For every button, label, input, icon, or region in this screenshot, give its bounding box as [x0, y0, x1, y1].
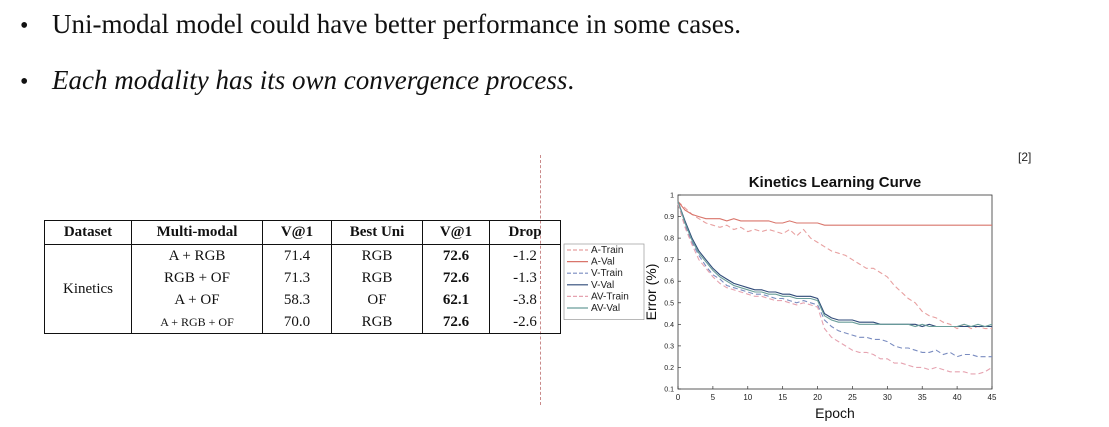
series-line-a-val — [677, 201, 992, 226]
v1-uni-cell: 72.6 — [422, 311, 490, 334]
legend-label: V-Val — [591, 280, 614, 291]
y-tick-label: 0.3 — [664, 343, 674, 350]
bullet-text-2: Each modality has its own convergence pr… — [52, 65, 568, 95]
citation-reference: [2] — [1018, 150, 1032, 164]
multi-modal-cell: A + RGB + OF — [131, 311, 263, 334]
x-tick-label: 5 — [711, 393, 716, 402]
legend-label: AV-Train — [591, 291, 629, 302]
table-row: RGB + OF 71.3 RGB 72.6 -1.3 — [45, 267, 561, 289]
series-line-av-val — [677, 201, 993, 328]
y-tick-label: 0.9 — [664, 214, 674, 221]
bullet-item-1: • Uni-modal model could have better perf… — [20, 8, 741, 42]
drop-cell: -1.3 — [489, 267, 561, 289]
table-row: A + RGB + OF 70.0 RGB 72.6 -2.6 — [45, 311, 561, 334]
x-tick-label: 40 — [953, 393, 962, 402]
chart-title: Kinetics Learning Curve — [749, 174, 922, 191]
legend-label: A-Train — [591, 245, 623, 256]
legend-label: A-Val — [591, 257, 615, 268]
table-row: A + OF 58.3 OF 62.1 -3.8 — [45, 289, 561, 311]
header-drop: Drop — [489, 220, 561, 245]
x-axis-label: Epoch — [815, 405, 855, 421]
legend-label: V-Train — [591, 268, 623, 279]
best-uni-cell: RGB — [331, 267, 423, 289]
drop-cell: -1.2 — [489, 244, 561, 267]
learning-curve-chart: Kinetics Learning Curve Error (%) Epoch … — [563, 174, 997, 421]
bullet-period: . — [567, 65, 575, 95]
v1-uni-cell: 62.1 — [422, 289, 490, 311]
y-tick-label: 1 — [670, 193, 674, 200]
v1-multi-cell: 58.3 — [262, 289, 332, 311]
y-tick-label: 0.8 — [664, 236, 674, 243]
x-tick-label: 0 — [676, 393, 681, 402]
y-axis-label: Error (%) — [643, 264, 659, 321]
y-tick-label: 0.7 — [664, 257, 674, 264]
bullet-text-1: Uni-modal model could have better perfor… — [52, 9, 742, 39]
drop-cell: -3.8 — [489, 289, 561, 311]
y-tick-label: 0.4 — [664, 322, 674, 329]
header-dataset: Dataset — [44, 220, 132, 245]
header-v1-multi: V@1 — [262, 220, 332, 245]
multi-modal-cell: RGB + OF — [131, 267, 263, 289]
x-tick-label: 25 — [848, 393, 857, 402]
bullet-glyph: • — [20, 13, 29, 39]
v1-uni-cell: 72.6 — [422, 244, 490, 267]
v1-multi-cell: 71.3 — [262, 267, 332, 289]
y-tick-label: 0.2 — [664, 365, 674, 372]
x-tick-label: 15 — [778, 393, 787, 402]
multi-modal-cell: A + RGB — [131, 244, 263, 267]
y-tick-label: 0.1 — [664, 387, 674, 394]
x-tick-label: 10 — [743, 393, 752, 402]
dataset-cell: Kinetics — [44, 244, 132, 334]
series-line-v-train — [677, 203, 992, 358]
table-row: Kinetics A + RGB 71.4 RGB 72.6 -1.2 — [44, 244, 561, 334]
series-line-av-train — [677, 203, 993, 375]
best-uni-cell: RGB — [331, 244, 423, 267]
plot-frame — [677, 194, 993, 390]
bullet-item-2: • Each modality has its own convergence … — [20, 64, 574, 98]
y-tick-label: 0.6 — [664, 279, 674, 286]
v1-multi-cell: 71.4 — [262, 244, 332, 267]
header-multi-modal: Multi-modal — [131, 220, 263, 245]
best-uni-cell: OF — [331, 289, 423, 311]
table-header-row: Dataset Multi-modal V@1 Best Uni V@1 Dro… — [44, 220, 561, 245]
v1-uni-cell: 72.6 — [422, 267, 490, 289]
legend-label: AV-Val — [591, 303, 620, 314]
series-line-a-train — [677, 201, 992, 330]
best-uni-cell: RGB — [331, 311, 423, 334]
header-best-uni: Best Uni — [331, 220, 423, 245]
drop-cell: -2.6 — [489, 311, 561, 334]
x-tick-label: 45 — [988, 393, 997, 402]
v1-multi-cell: 70.0 — [262, 311, 332, 334]
legend-box — [563, 243, 645, 320]
x-tick-label: 20 — [813, 393, 822, 402]
x-tick-label: 30 — [883, 393, 892, 402]
results-table: Dataset Multi-modal V@1 Best Uni V@1 Dro… — [44, 220, 561, 334]
y-tick-label: 0.5 — [664, 300, 674, 307]
multi-modal-cell: A + OF — [131, 289, 263, 311]
x-tick-label: 35 — [918, 393, 927, 402]
header-v1-uni: V@1 — [422, 220, 490, 245]
bullet-glyph: • — [20, 69, 29, 95]
